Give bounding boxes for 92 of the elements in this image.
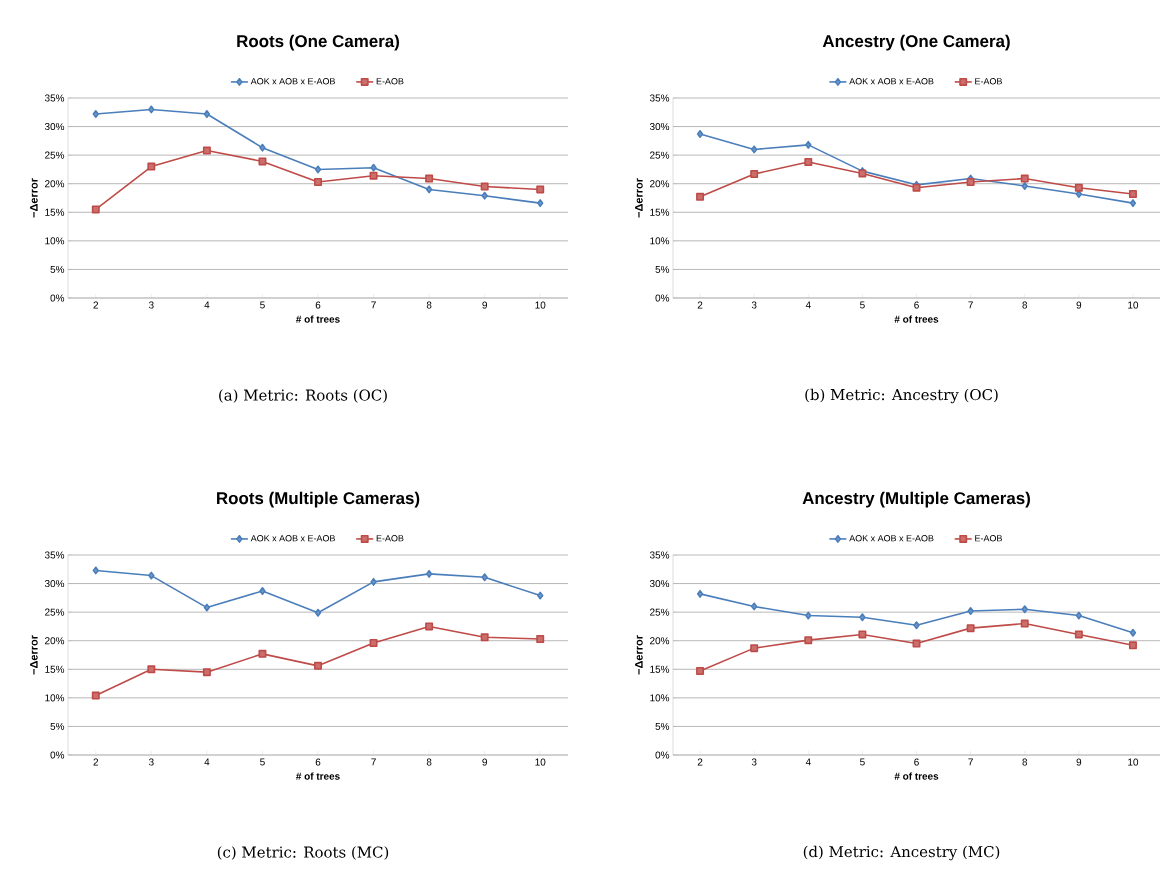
- x-tick-label: 2: [697, 758, 703, 766]
- y-tick-label: 30%: [44, 123, 65, 131]
- x-tick-label: 8: [1022, 301, 1028, 309]
- y-axis-title: −Δerror: [30, 178, 38, 218]
- legend-label: AOK x AOB x E-AOB: [849, 78, 934, 85]
- x-tick-label: 2: [697, 301, 703, 309]
- text: (c) Metric: Roots (MC): [217, 846, 389, 860]
- x-tick-label: 7: [371, 758, 376, 766]
- chart-title: Roots (Multiple Cameras): [217, 491, 420, 508]
- y-tick-label: 30%: [44, 580, 65, 588]
- x-tick-label: 10: [535, 301, 546, 309]
- x-axis-title: # of trees: [296, 772, 340, 780]
- y-tick-label: 20%: [45, 180, 65, 188]
- y-tick-label: 15%: [650, 208, 670, 216]
- x-tick-label: 3: [148, 758, 154, 766]
- x-tick-label: 8: [426, 758, 432, 766]
- x-tick-label: 7: [968, 758, 973, 766]
- x-tick-label: 3: [751, 758, 757, 766]
- legend-label: AOK x AOB x E-AOB: [250, 535, 335, 542]
- x-tick-label: 5: [860, 758, 865, 766]
- x-tick-label: 6: [914, 301, 919, 309]
- x-tick-label: 4: [204, 301, 210, 309]
- y-tick-label: 20%: [650, 180, 670, 188]
- y-axis-title: −Δerror: [30, 635, 38, 675]
- y-tick-label: 25%: [650, 151, 670, 159]
- legend-label: AOK x AOB x E-AOB: [849, 535, 934, 542]
- y-tick-label: 0%: [50, 294, 65, 302]
- x-tick-label: 8: [426, 301, 432, 309]
- x-tick-label: 4: [204, 758, 210, 766]
- y-tick-label: 5%: [50, 722, 65, 730]
- x-tick-label: 6: [914, 758, 919, 766]
- x-tick-label: 7: [968, 301, 973, 309]
- y-tick-label: 10%: [45, 237, 65, 245]
- y-tick-label: 0%: [655, 751, 670, 759]
- y-tick-label: 20%: [45, 637, 65, 645]
- y-tick-label: 15%: [650, 665, 670, 673]
- y-tick-label: 15%: [45, 208, 65, 216]
- y-tick-label: 5%: [655, 265, 670, 273]
- x-tick-label: 10: [1128, 758, 1139, 766]
- text: (d) Metric: Ancestry (MC): [803, 845, 1000, 861]
- x-tick-label: 7: [371, 301, 376, 309]
- chart-title: Roots (One Camera): [237, 34, 400, 51]
- y-tick-label: 35%: [649, 551, 670, 559]
- y-tick-label: 20%: [650, 637, 670, 645]
- x-tick-label: 3: [751, 301, 757, 309]
- legend-label: E-AOB: [376, 535, 404, 542]
- x-tick-label: 9: [482, 301, 487, 309]
- y-tick-label: 15%: [45, 665, 65, 673]
- chart-title: Ancestry (Multiple Cameras): [802, 491, 1030, 508]
- x-tick-label: 8: [1022, 758, 1028, 766]
- y-axis-title: −Δerror: [635, 178, 643, 218]
- x-axis-title: # of trees: [894, 772, 939, 780]
- x-tick-label: 2: [93, 758, 99, 766]
- legend-label: E-AOB: [975, 78, 1002, 85]
- x-tick-label: 5: [860, 301, 865, 309]
- y-tick-label: 10%: [650, 237, 670, 245]
- y-tick-label: 35%: [44, 94, 65, 102]
- y-tick-label: 35%: [649, 94, 670, 102]
- y-tick-label: 5%: [655, 722, 670, 730]
- legend-label: E-AOB: [376, 78, 404, 85]
- y-tick-label: 30%: [649, 580, 670, 588]
- y-tick-label: 25%: [650, 608, 670, 616]
- y-tick-label: 10%: [650, 694, 670, 702]
- x-tick-label: 3: [148, 301, 154, 309]
- y-tick-label: 25%: [45, 151, 65, 159]
- x-tick-label: 9: [482, 758, 487, 766]
- chart-title: Ancestry (One Camera): [822, 34, 1010, 51]
- y-tick-label: 10%: [45, 694, 65, 702]
- y-tick-label: 30%: [649, 123, 670, 131]
- x-tick-label: 9: [1076, 758, 1082, 766]
- y-tick-label: 0%: [655, 294, 670, 302]
- x-axis-title: # of trees: [296, 315, 340, 323]
- x-tick-label: 10: [535, 758, 546, 766]
- x-tick-label: 6: [315, 301, 321, 309]
- legend-label: E-AOB: [975, 535, 1002, 542]
- y-tick-label: 5%: [50, 265, 65, 273]
- y-tick-label: 0%: [50, 751, 65, 759]
- legend-label: AOK x AOB x E-AOB: [250, 78, 335, 85]
- text: (b) Metric: Ancestry (OC): [805, 388, 998, 404]
- x-tick-label: 4: [805, 758, 811, 766]
- x-tick-label: 4: [805, 301, 811, 309]
- x-tick-label: 5: [260, 758, 265, 766]
- x-tick-label: 6: [315, 758, 321, 766]
- y-tick-label: 35%: [44, 551, 65, 559]
- text: (a) Metric: Roots (OC): [219, 389, 387, 403]
- y-axis-title: −Δerror: [635, 635, 643, 675]
- x-tick-label: 9: [1076, 301, 1082, 309]
- x-tick-label: 5: [260, 301, 265, 309]
- x-axis-title: # of trees: [894, 315, 939, 323]
- x-tick-label: 10: [1128, 301, 1139, 309]
- y-tick-label: 25%: [45, 608, 65, 616]
- x-tick-label: 2: [93, 301, 99, 309]
